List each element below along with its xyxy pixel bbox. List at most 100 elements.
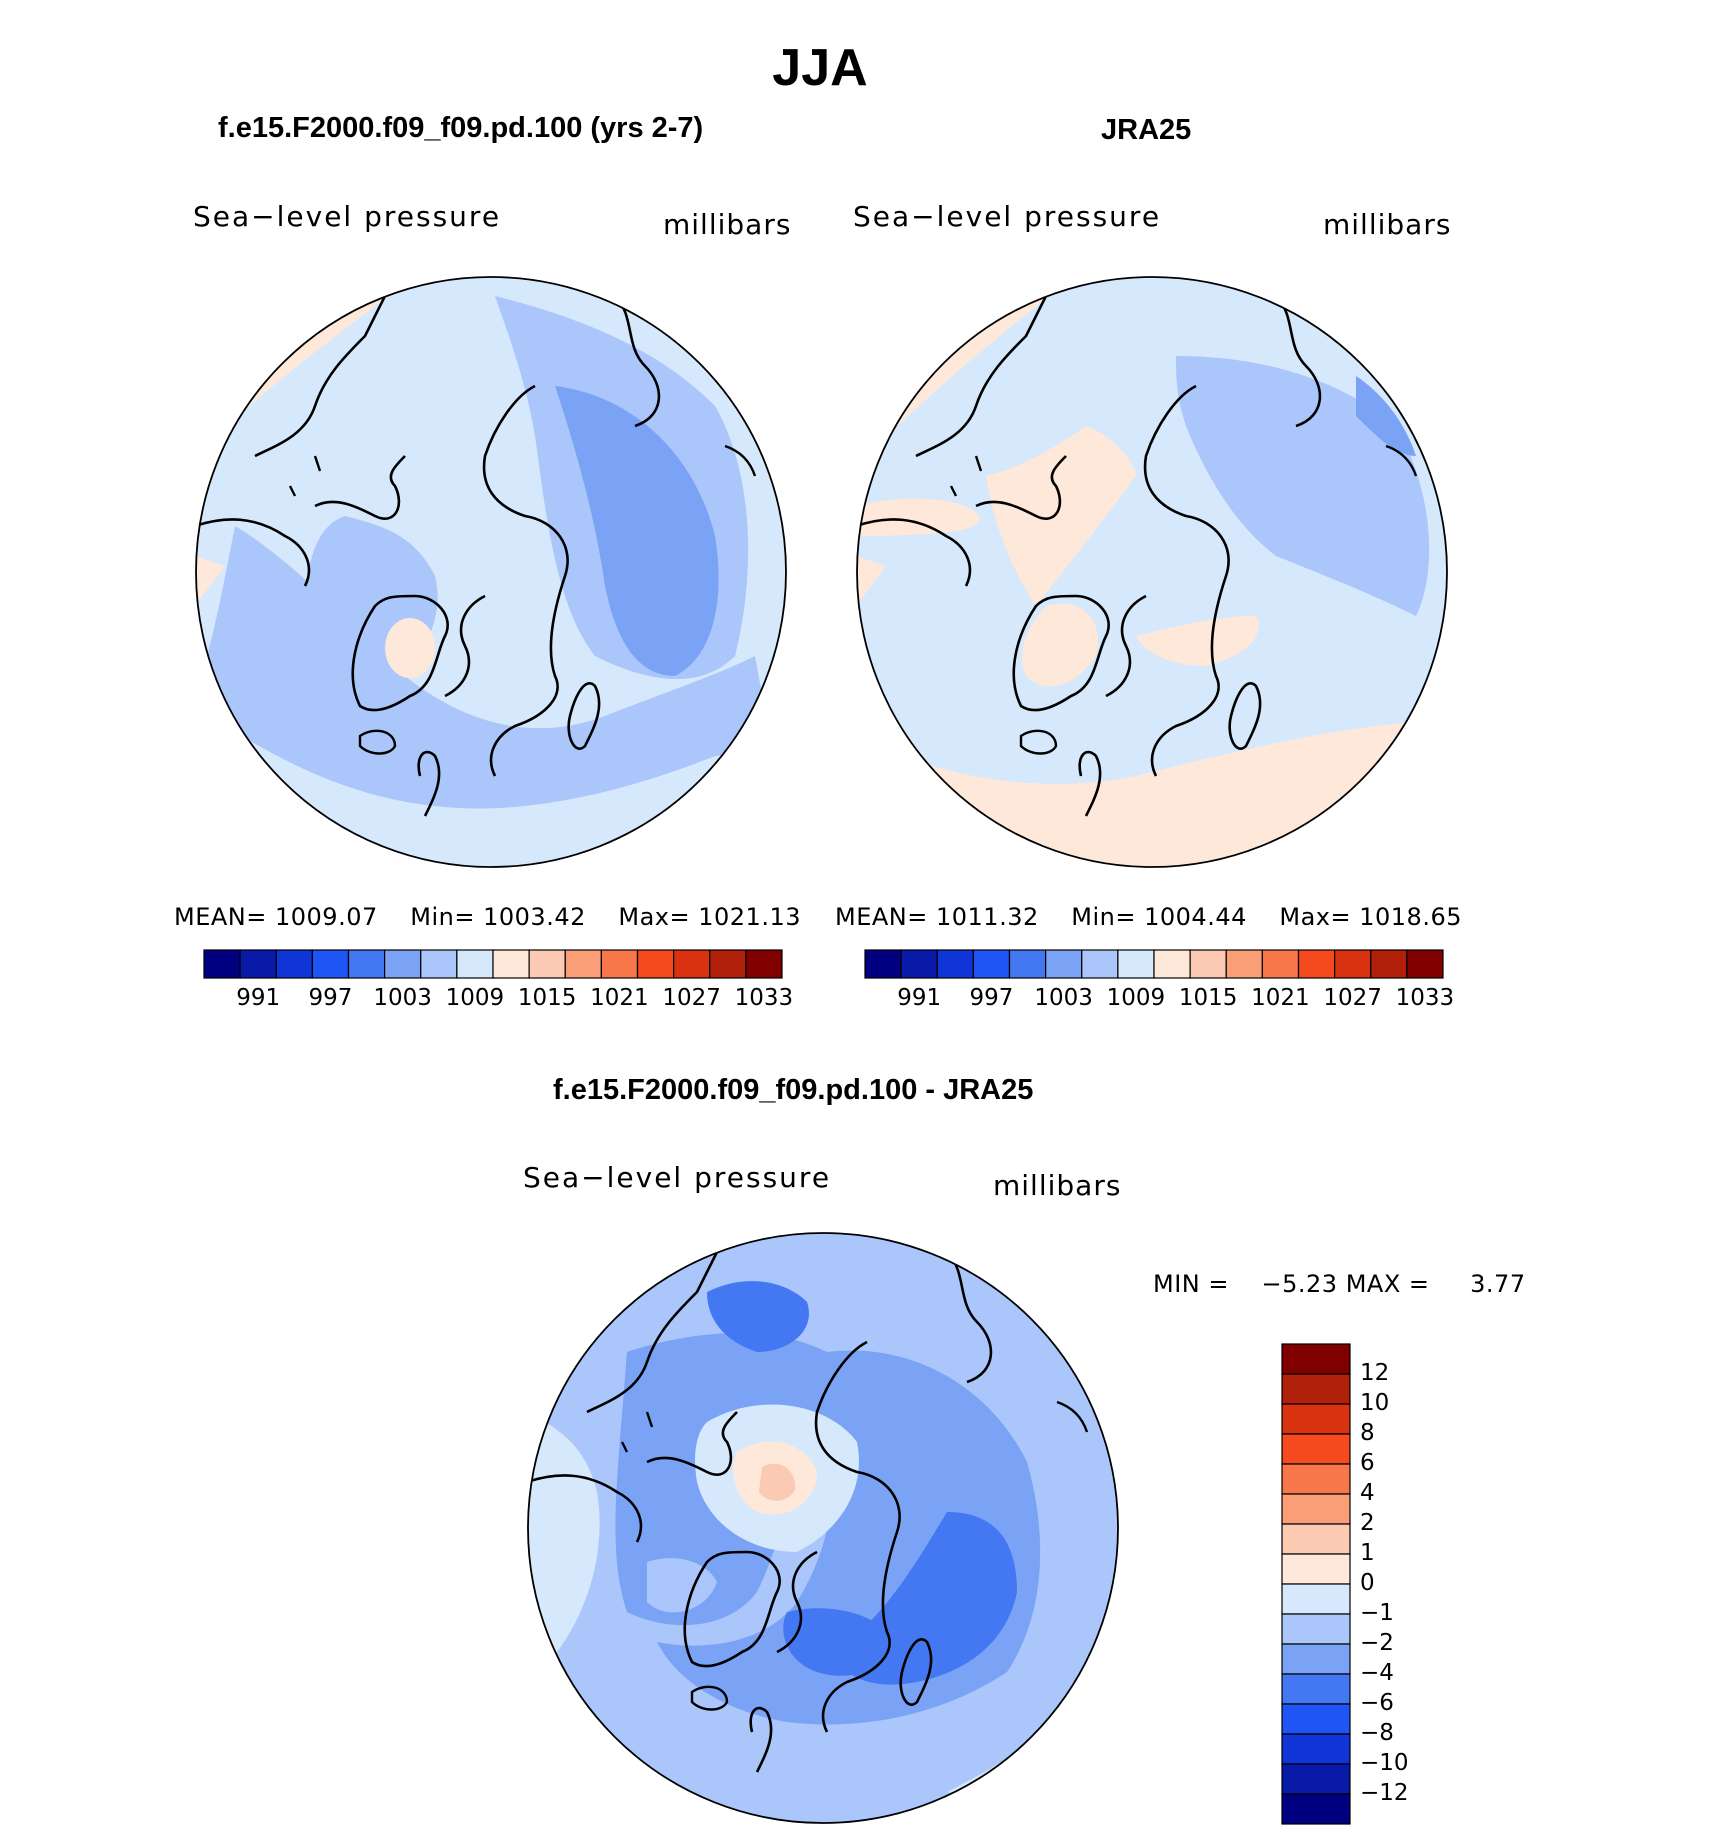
diff-colorbar-tick-label: −10 bbox=[1360, 1750, 1409, 1776]
model-colorbar-swatch bbox=[311, 949, 350, 979]
obs-colorbar-swatch bbox=[864, 949, 902, 979]
obs-colorbar-labels: 991 997 1003 1009 1015 1021 1027 1033 bbox=[865, 985, 1454, 1015]
diff-colorbar-tick-label: −1 bbox=[1360, 1600, 1394, 1626]
obs-colorbar-swatch bbox=[1045, 949, 1083, 979]
model-panel-title: f.e15.F2000.f09_f09.pd.100 (yrs 2-7) bbox=[218, 112, 704, 144]
model-colorbar-tick-label: 1021 bbox=[590, 985, 649, 1011]
model-colorbar-swatch bbox=[384, 949, 422, 979]
obs-colorbar-swatch bbox=[936, 949, 974, 979]
obs-variable-label: Sea−level pressure bbox=[853, 200, 1162, 233]
model-units-label: millibars bbox=[663, 208, 792, 241]
model-mean-label: MEAN= bbox=[174, 903, 267, 931]
obs-polar-map bbox=[856, 276, 1448, 868]
diff-colorbar-tick-label: 2 bbox=[1360, 1510, 1375, 1536]
diff-colorbar-tick-label: 12 bbox=[1360, 1360, 1390, 1386]
obs-colorbar-tick-label: 1009 bbox=[1106, 985, 1166, 1011]
obs-colorbar-swatch bbox=[1189, 949, 1227, 979]
model-min-value: 1003.42 bbox=[483, 903, 586, 931]
model-colorbar-swatch bbox=[347, 949, 386, 979]
obs-colorbar-tick-label: 1021 bbox=[1251, 985, 1310, 1011]
diff-colorbar-swatch bbox=[1281, 1793, 1351, 1825]
model-colorbar-swatch bbox=[420, 949, 458, 979]
model-colorbar-tick-label: 1009 bbox=[445, 985, 505, 1011]
obs-max-value: 1018.65 bbox=[1359, 903, 1462, 931]
diff-colorbar-tick-label: 6 bbox=[1360, 1450, 1375, 1476]
diff-colorbar-swatch bbox=[1281, 1493, 1351, 1525]
model-mean-value: 1009.07 bbox=[275, 903, 378, 931]
obs-colorbar-tick-label: 1003 bbox=[1034, 985, 1093, 1011]
diff-colorbar-swatch bbox=[1281, 1463, 1351, 1495]
diff-colorbar-swatch bbox=[1281, 1673, 1351, 1705]
diff-stats: MIN = −5.23 MAX = 3.77 bbox=[1153, 1270, 1526, 1298]
obs-colorbar-swatch bbox=[1406, 949, 1444, 979]
obs-colorbar-tick-label: 1027 bbox=[1323, 985, 1382, 1011]
model-colorbar bbox=[203, 949, 783, 979]
model-variable-label: Sea−level pressure bbox=[193, 200, 502, 233]
obs-min-value: 1004.44 bbox=[1144, 903, 1247, 931]
diff-colorbar-labels: 12 10 8 6 4 2 1 0 −1 −2 −4 −6 −8 −10 −12 bbox=[1360, 1344, 1430, 1824]
diff-max-value: 3.77 bbox=[1470, 1270, 1526, 1298]
model-colorbar-tick-label: 1003 bbox=[373, 985, 432, 1011]
diff-colorbar-swatch bbox=[1281, 1553, 1351, 1585]
model-colorbar-swatch bbox=[239, 949, 277, 979]
diff-colorbar-tick-label: −12 bbox=[1360, 1780, 1409, 1806]
diff-colorbar-tick-label: 8 bbox=[1360, 1420, 1375, 1446]
obs-colorbar bbox=[864, 949, 1444, 979]
diff-colorbar-swatch bbox=[1281, 1523, 1351, 1555]
model-max-label: Max= bbox=[618, 903, 691, 931]
diff-colorbar-swatch bbox=[1281, 1643, 1351, 1675]
diff-units-label: millibars bbox=[993, 1169, 1122, 1202]
model-colorbar-labels: 991 997 1003 1009 1015 1021 1027 1033 bbox=[204, 985, 793, 1015]
diff-colorbar-swatch bbox=[1281, 1433, 1351, 1465]
obs-colorbar-swatch bbox=[900, 949, 938, 979]
model-colorbar-tick-label: 1033 bbox=[734, 985, 794, 1011]
obs-colorbar-swatch bbox=[1153, 949, 1191, 979]
diff-colorbar-tick-label: −2 bbox=[1360, 1630, 1394, 1656]
diff-colorbar-tick-label: −6 bbox=[1360, 1690, 1394, 1716]
obs-colorbar-swatch bbox=[972, 949, 1011, 979]
model-colorbar-swatch bbox=[275, 949, 313, 979]
diff-variable-label: Sea−level pressure bbox=[523, 1161, 832, 1194]
diff-colorbar-tick-label: 4 bbox=[1360, 1480, 1375, 1506]
obs-colorbar-swatch bbox=[1117, 949, 1155, 979]
model-colorbar-swatch bbox=[528, 949, 566, 979]
obs-colorbar-tick-label: 997 bbox=[969, 985, 1014, 1011]
model-colorbar-swatch bbox=[600, 949, 639, 979]
obs-units-label: millibars bbox=[1323, 208, 1452, 241]
model-colorbar-tick-label: 1027 bbox=[662, 985, 721, 1011]
obs-stats: MEAN= 1011.32 Min= 1004.44 Max= 1018.65 bbox=[835, 903, 1462, 931]
diff-min-value: −5.23 bbox=[1261, 1270, 1338, 1298]
obs-colorbar-swatch bbox=[1261, 949, 1300, 979]
diff-colorbar-tick-label: −4 bbox=[1360, 1660, 1394, 1686]
model-colorbar-tick-label: 991 bbox=[236, 985, 281, 1011]
obs-max-label: Max= bbox=[1279, 903, 1352, 931]
diff-colorbar bbox=[1281, 1343, 1351, 1825]
model-colorbar-swatch bbox=[564, 949, 602, 979]
diff-colorbar-swatch bbox=[1281, 1583, 1351, 1615]
model-colorbar-tick-label: 1015 bbox=[517, 985, 577, 1011]
diff-colorbar-tick-label: 1 bbox=[1360, 1540, 1375, 1566]
diff-colorbar-swatch bbox=[1281, 1343, 1351, 1375]
diff-colorbar-tick-label: −8 bbox=[1360, 1720, 1394, 1746]
diff-colorbar-swatch bbox=[1281, 1733, 1351, 1765]
model-max-value: 1021.13 bbox=[698, 903, 801, 931]
obs-colorbar-swatch bbox=[1334, 949, 1372, 979]
obs-colorbar-swatch bbox=[1297, 949, 1336, 979]
diff-colorbar-swatch bbox=[1281, 1763, 1351, 1795]
model-colorbar-tick-label: 997 bbox=[308, 985, 353, 1011]
obs-mean-value: 1011.32 bbox=[936, 903, 1039, 931]
diff-colorbar-swatch bbox=[1281, 1613, 1351, 1645]
figure-title: JJA bbox=[772, 39, 868, 97]
obs-panel-title: JRA25 bbox=[1101, 114, 1192, 146]
obs-colorbar-swatch bbox=[1008, 949, 1047, 979]
model-colorbar-swatch bbox=[745, 949, 783, 979]
obs-colorbar-tick-label: 991 bbox=[897, 985, 942, 1011]
model-colorbar-swatch bbox=[673, 949, 711, 979]
obs-colorbar-tick-label: 1033 bbox=[1395, 985, 1455, 1011]
diff-colorbar-swatch bbox=[1281, 1403, 1351, 1435]
diff-panel-title: f.e15.F2000.f09_f09.pd.100 - JRA25 bbox=[553, 1074, 1034, 1106]
diff-colorbar-tick-label: 10 bbox=[1360, 1390, 1390, 1416]
model-colorbar-swatch bbox=[709, 949, 747, 979]
diff-min-label: MIN = bbox=[1153, 1270, 1229, 1298]
obs-colorbar-swatch bbox=[1225, 949, 1263, 979]
